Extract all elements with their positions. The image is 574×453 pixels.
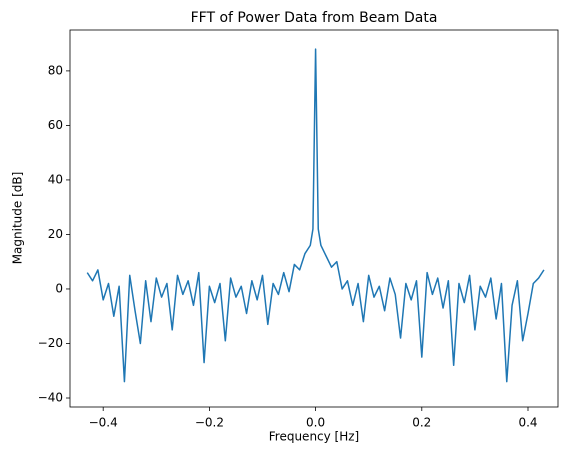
- y-tick-label: 60: [48, 118, 63, 132]
- chart-title: FFT of Power Data from Beam Data: [191, 10, 438, 26]
- x-tick-label: 0.4: [518, 416, 537, 430]
- y-tick-label: −20: [38, 336, 63, 350]
- y-tick-label: 80: [48, 63, 63, 77]
- data-line: [86, 48, 545, 383]
- y-axis-label: Magnitude [dB]: [11, 172, 25, 265]
- x-tick-label: −0.4: [89, 416, 118, 430]
- x-tick-label: 0.2: [412, 416, 431, 430]
- y-tick-label: 20: [48, 227, 63, 241]
- plot-frame: [69, 29, 559, 408]
- y-tick-label: −40: [38, 391, 63, 405]
- x-axis-label: Frequency [Hz]: [269, 430, 360, 444]
- x-tick-label: 0.0: [306, 416, 325, 430]
- y-tick-label: 40: [48, 172, 63, 186]
- y-tick-label: 0: [55, 281, 63, 295]
- x-tick-label: −0.2: [195, 416, 224, 430]
